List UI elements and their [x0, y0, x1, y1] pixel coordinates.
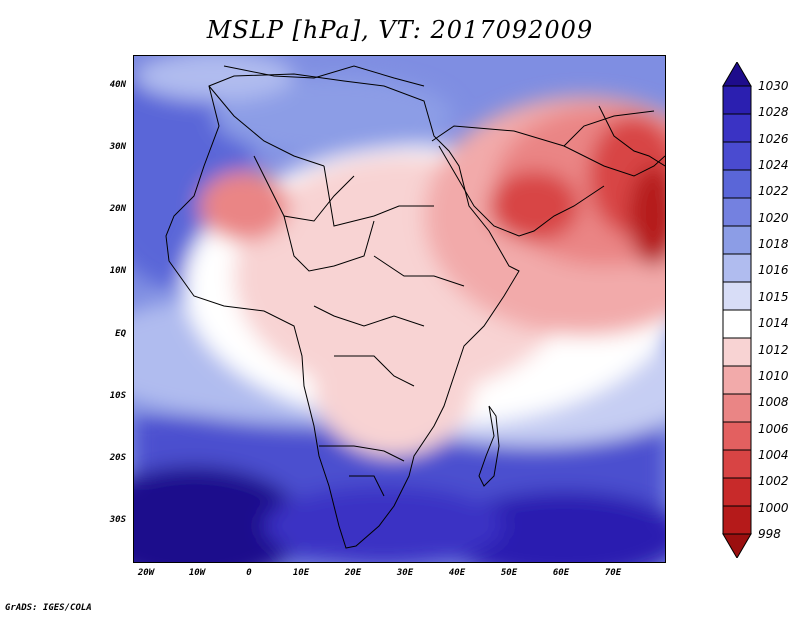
- colorbar-label: 1028: [758, 105, 789, 120]
- colorbar-label: 1026: [758, 131, 789, 146]
- colorbar-swatch: [722, 365, 752, 395]
- colorbar-swatch: [722, 253, 752, 283]
- lat-label-eq: EQ: [115, 329, 126, 339]
- colorbar-swatch: [722, 449, 752, 479]
- colorbar-swatch: [722, 169, 752, 199]
- lon-label-20e: 20E: [344, 568, 362, 578]
- colorbar-label: 1016: [758, 263, 789, 278]
- colorbar-label: 1008: [758, 395, 789, 410]
- colorbar-swatch: [722, 393, 752, 423]
- lat-label-20n: 20N: [109, 204, 126, 214]
- lon-label-70e: 70E: [604, 568, 622, 578]
- lon-label-10w: 10W: [188, 568, 206, 578]
- lon-label-0: 0: [246, 568, 252, 578]
- lat-label-30n: 30N: [109, 142, 126, 152]
- colorbar-swatch: [722, 113, 752, 143]
- colorbar-label: 1002: [758, 474, 789, 489]
- colorbar-label: 1006: [758, 421, 789, 436]
- colorbar-swatch: [722, 309, 752, 339]
- lat-label-10s: 10S: [109, 391, 126, 401]
- lon-label-20w: 20W: [137, 568, 155, 578]
- colorbar-swatch: [722, 505, 752, 535]
- colorbar-swatch: [722, 281, 752, 311]
- coastlines: [165, 65, 665, 549]
- map-title: MSLP [hPa], VT: 2017092009: [206, 16, 594, 44]
- pressure-map[interactable]: [133, 55, 666, 563]
- colorbar-swatch: [722, 337, 752, 367]
- lat-label-10n: 10N: [109, 266, 126, 276]
- lon-label-50e: 50E: [500, 568, 518, 578]
- colorbar-label: 1030: [758, 79, 789, 93]
- colorbar-label: 1000: [758, 500, 789, 515]
- colorbar-label: 1022: [758, 184, 789, 199]
- colorbar-swatch: [722, 197, 752, 227]
- colorbar-swatch: [722, 225, 752, 255]
- colorbar-label: 1018: [758, 237, 789, 252]
- colorbar-top-triangle: [722, 62, 752, 87]
- colorbar-label: 1015: [758, 289, 789, 304]
- colorbar-label: 1010: [758, 368, 789, 383]
- credit-text: GrADS: IGES/COLA: [5, 603, 92, 613]
- colorbar-label: 1020: [758, 210, 789, 225]
- colorbar-swatch: [722, 421, 752, 451]
- colorbar-swatch: [722, 85, 752, 115]
- lat-label-20s: 20S: [109, 453, 126, 463]
- lat-label-40n: 40N: [109, 80, 126, 90]
- colorbar-label: 1024: [758, 158, 789, 173]
- colorbar: [722, 62, 752, 558]
- lon-label-40e: 40E: [448, 568, 466, 578]
- colorbar-swatch: [722, 141, 752, 171]
- colorbar-label: 1014: [758, 316, 789, 331]
- colorbar-label: 1012: [758, 342, 789, 357]
- colorbar-label: 998: [758, 527, 781, 541]
- colorbar-swatch: [722, 477, 752, 507]
- lon-label-60e: 60E: [552, 568, 570, 578]
- lat-label-30s: 30S: [109, 515, 126, 525]
- colorbar-bottom-triangle: [722, 533, 752, 558]
- lon-label-30e: 30E: [396, 568, 414, 578]
- pressure-field: [134, 56, 665, 562]
- colorbar-label: 1004: [758, 447, 789, 462]
- lon-label-10e: 10E: [292, 568, 310, 578]
- map-canvas: [134, 56, 665, 562]
